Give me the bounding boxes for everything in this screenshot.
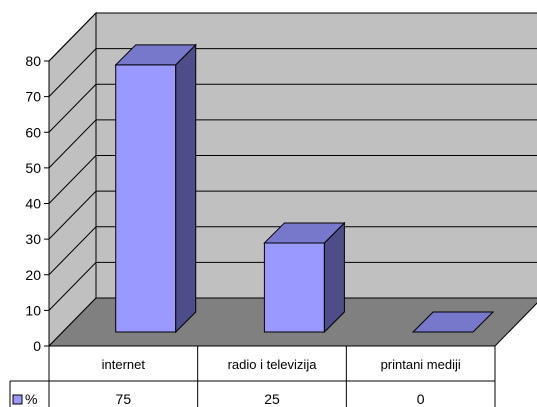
legend-label: % bbox=[25, 391, 37, 407]
gridline bbox=[48, 12, 537, 62]
bar bbox=[263, 221, 346, 334]
bar-top bbox=[263, 222, 346, 244]
y-tick-label: 10 bbox=[25, 302, 41, 318]
legend-swatch bbox=[12, 394, 23, 405]
data-label: 75 bbox=[116, 391, 132, 407]
y-tick-label: 0 bbox=[33, 338, 41, 354]
y-tick-label: 70 bbox=[25, 89, 41, 105]
y-tick-label: 20 bbox=[25, 267, 41, 283]
data-label: 25 bbox=[264, 391, 280, 407]
y-tick-label: 40 bbox=[25, 196, 41, 212]
y-tick-label: 30 bbox=[25, 231, 41, 247]
category-label: internet bbox=[102, 357, 146, 372]
category-label: radio i televizija bbox=[228, 357, 318, 372]
bar-front bbox=[263, 242, 325, 333]
bar bbox=[411, 311, 495, 333]
gridline bbox=[48, 261, 537, 311]
y-tick-label: 80 bbox=[25, 53, 41, 69]
gridline bbox=[48, 190, 537, 240]
y-tick-label: 60 bbox=[25, 124, 41, 140]
data-table: internet 75 radio i televizija 25 printani m… bbox=[9, 345, 496, 407]
gridline bbox=[48, 48, 537, 97]
bars bbox=[114, 43, 495, 334]
category-label: printani mediji bbox=[381, 357, 461, 372]
bar-top bbox=[411, 311, 495, 333]
gridline bbox=[48, 226, 537, 276]
bar-side bbox=[175, 43, 197, 334]
gridline bbox=[48, 119, 537, 169]
bar-top bbox=[114, 44, 197, 66]
data-label: 0 bbox=[417, 391, 425, 407]
bar bbox=[114, 43, 197, 334]
y-tick-label: 50 bbox=[25, 160, 41, 176]
gridline bbox=[48, 155, 537, 204]
gridline bbox=[48, 83, 537, 133]
bar-front bbox=[115, 64, 177, 333]
gridlines bbox=[48, 12, 537, 311]
y-axis: 0 10 20 30 40 50 60 70 80 bbox=[25, 53, 50, 354]
